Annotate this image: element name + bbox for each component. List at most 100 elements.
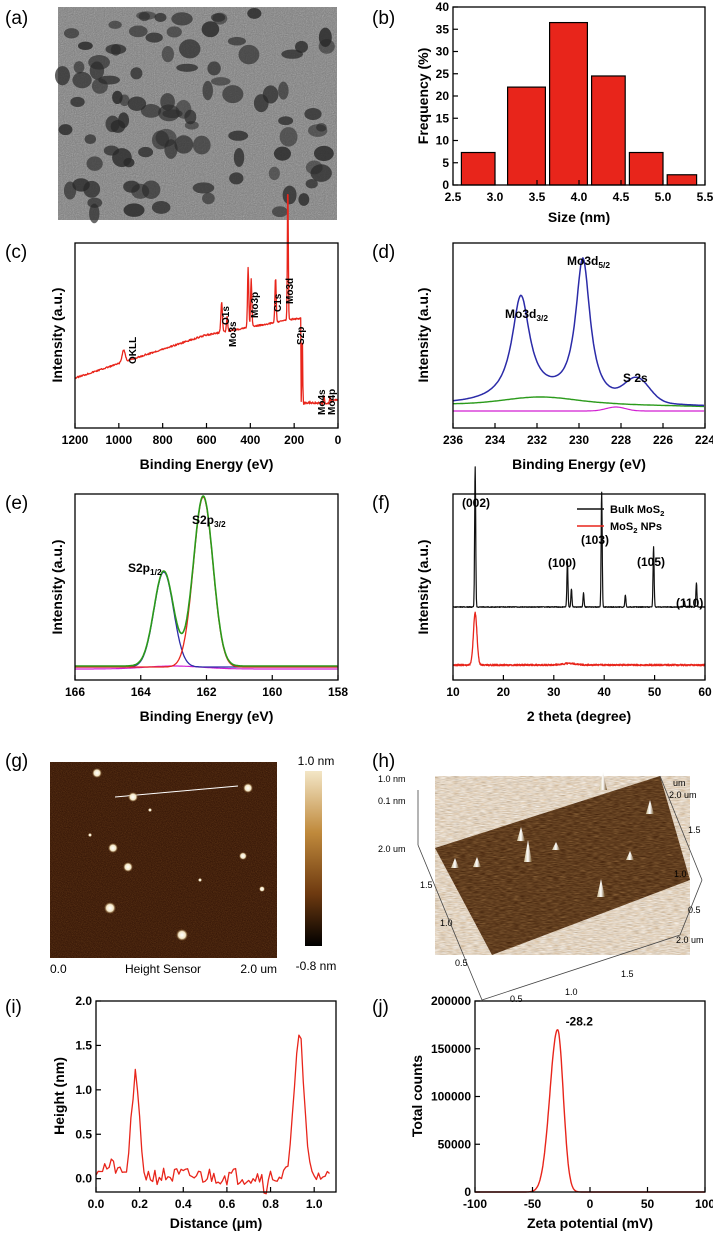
afm-particle <box>128 792 138 802</box>
panel-label-d: (d) <box>372 242 395 263</box>
peak-annotation-f: (002) <box>462 496 490 510</box>
nanoparticle <box>247 8 262 19</box>
nanoparticle <box>130 67 143 80</box>
afm-particle <box>88 833 92 837</box>
mos2-nps-line <box>452 611 706 667</box>
nanoparticle <box>58 124 73 136</box>
nanoparticle <box>123 157 135 168</box>
panel-label-g: (g) <box>5 751 28 772</box>
peak-annotation-c: S2p <box>296 327 307 345</box>
y-tick-label-i: 2.0 <box>75 994 92 1008</box>
nanoparticle <box>268 166 280 181</box>
y-tick-label-b: 20 <box>436 89 450 103</box>
nanoparticle <box>273 146 291 161</box>
panel-label-b: (b) <box>372 8 395 29</box>
afm-noise <box>50 762 277 958</box>
surface-peak <box>517 827 525 841</box>
x-tick-label-c: 1200 <box>62 433 89 447</box>
afm-particle <box>243 783 253 793</box>
panel-label-e: (e) <box>5 493 28 514</box>
x-tick-label-j: -100 <box>463 1197 487 1211</box>
nanoparticle <box>110 119 126 133</box>
afm-size-label: 2.0 um <box>240 962 277 976</box>
x-tick-label-c: 600 <box>196 433 216 447</box>
nanoparticle <box>202 192 215 205</box>
nanoparticle <box>278 81 289 100</box>
y-tick-label-b: 15 <box>436 111 450 125</box>
surface-peak <box>626 851 634 860</box>
x-tick-label-c: 200 <box>284 433 304 447</box>
afm-particle <box>108 843 118 853</box>
nanoparticle <box>89 61 105 80</box>
y-tick-label-b: 25 <box>436 67 450 81</box>
afm-height-image <box>50 762 277 958</box>
x-tick-label-e: 162 <box>196 685 216 699</box>
nanoparticle <box>192 135 211 155</box>
y-tick-label-b: 30 <box>436 45 450 59</box>
peak-annotation-c: Mo3p <box>250 292 261 318</box>
x-tick-label-b: 4.5 <box>613 190 630 204</box>
histogram-bar <box>507 86 547 186</box>
component-fit-line <box>453 406 704 412</box>
x-tick-label-i: 0.0 <box>88 1197 105 1211</box>
x-tick-label-f: 10 <box>446 685 460 699</box>
x-tick-label-d: 236 <box>443 433 463 447</box>
nanoparticle <box>87 197 103 208</box>
afm-particle <box>104 902 116 914</box>
height-profile-line <box>95 1034 330 1195</box>
x-tick-label-j: 0 <box>587 1197 594 1211</box>
plot-frame-f <box>452 493 706 681</box>
right-axis-label: um <box>673 778 686 788</box>
afm-3d-surface <box>435 772 690 955</box>
peak-annotation-e: S2p1/2 <box>128 561 162 577</box>
x-tick-label-c: 400 <box>240 433 260 447</box>
nanoparticle <box>128 25 148 38</box>
nanoparticle <box>212 12 228 25</box>
nanoparticle <box>279 127 298 147</box>
bulk-mos2-line <box>452 466 706 609</box>
nanoparticle <box>229 172 244 185</box>
nanoparticle <box>84 134 97 145</box>
histogram-bar <box>590 75 626 186</box>
bottom-axis-line <box>481 934 681 1001</box>
y-tick-label-j: 150000 <box>431 1042 471 1056</box>
afm-particle <box>123 862 133 872</box>
nanoparticle <box>77 41 93 51</box>
y-tick-label-j: 100000 <box>431 1090 471 1104</box>
peak-annotation-f: (105) <box>637 555 665 569</box>
nanoparticle <box>103 145 120 156</box>
nanoparticle <box>63 28 80 39</box>
y-axis-title-e: Intensity (a.u.) <box>49 540 65 635</box>
y-axis-title-c: Intensity (a.u.) <box>49 288 65 383</box>
nanoparticle <box>298 193 310 206</box>
x-tick-label-f: 20 <box>497 685 511 699</box>
nanoparticle <box>282 185 297 205</box>
nanoparticle <box>89 203 100 224</box>
left-axis-line <box>417 844 483 1001</box>
nanoparticle <box>108 20 122 29</box>
peak-annotation-d: Mo3d5/2 <box>567 254 610 270</box>
y-tick-label-i: 0.5 <box>75 1127 92 1141</box>
x-tick-label-d: 226 <box>653 433 673 447</box>
nanoparticle <box>316 123 327 132</box>
nanoparticle <box>318 39 335 54</box>
panel-label-j: (j) <box>372 997 389 1018</box>
nanoparticle <box>138 146 154 158</box>
nanoparticle <box>227 36 246 46</box>
x-tick-label-i: 0.2 <box>131 1197 148 1211</box>
x-tick-label-d: 232 <box>527 433 547 447</box>
right-axis-label: 2.0 um <box>669 790 697 800</box>
x-tick-label-j: 50 <box>641 1197 655 1211</box>
nanoparticle <box>86 156 103 171</box>
x-tick-label-e: 164 <box>131 685 151 699</box>
plot-frame-j <box>474 1000 706 1193</box>
left-axis-label: 2.0 um <box>378 844 406 854</box>
x-tick-label-c: 800 <box>153 433 173 447</box>
nanoparticle <box>222 85 244 104</box>
x-tick-label-e: 160 <box>262 685 282 699</box>
peak-annotation-c: C1s <box>273 293 284 312</box>
panel-label-i: (i) <box>5 997 22 1018</box>
mo3d-fit-line <box>452 257 704 407</box>
scale-min-label: -0.8 nm <box>296 959 337 973</box>
